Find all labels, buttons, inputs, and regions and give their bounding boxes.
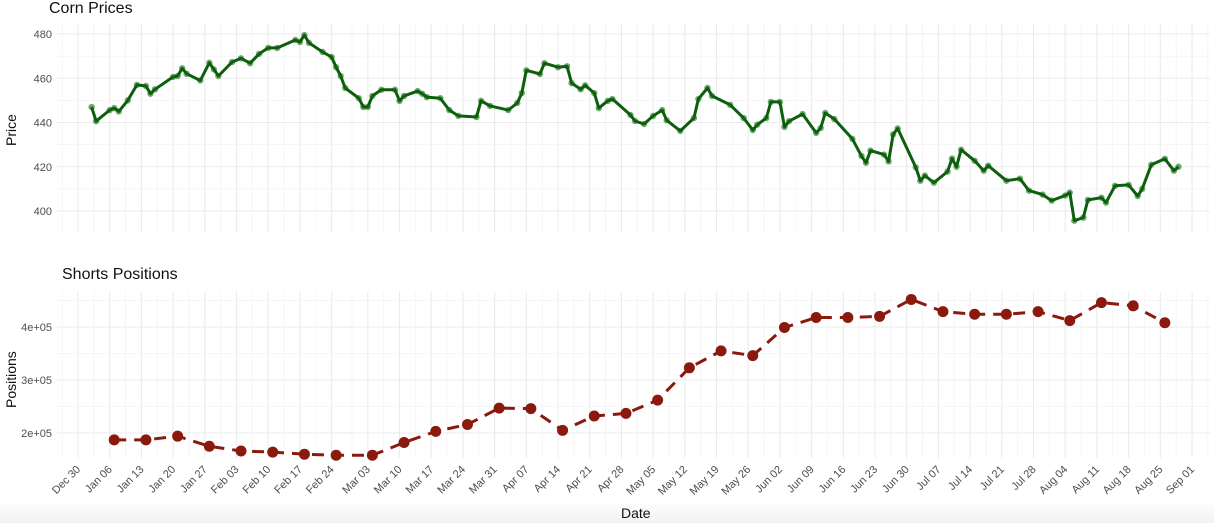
x-tick-label: Feb 10 <box>241 464 274 497</box>
positions-point <box>1000 308 1012 320</box>
positions-point <box>172 430 184 442</box>
positions-point <box>267 446 279 458</box>
positions-point <box>1032 306 1044 318</box>
x-tick-label: Jul 28 <box>1009 464 1038 493</box>
y-tick-label: 3e+05 <box>21 375 52 387</box>
positions-line <box>114 297 1166 457</box>
positions-point <box>810 311 822 323</box>
x-tick-label: Mar 10 <box>372 464 405 497</box>
corn-prices-title: Corn Prices <box>49 0 133 17</box>
x-tick-label: Jan 13 <box>115 464 147 496</box>
x-tick-label: Aug 25 <box>1132 464 1165 497</box>
x-tick-label: Sep 01 <box>1164 464 1197 497</box>
x-tick-label: Aug 04 <box>1037 464 1070 497</box>
x-tick-label: May 12 <box>656 464 690 498</box>
positions-point <box>140 434 152 446</box>
positions-point <box>874 310 886 322</box>
x-tick-label: Apr 07 <box>500 464 531 495</box>
positions-point <box>366 449 378 461</box>
x-tick-label: Jan 27 <box>178 464 210 496</box>
y-tick-label: 480 <box>34 29 52 41</box>
price-line <box>90 33 1180 223</box>
x-tick-label: Apr 21 <box>563 464 594 495</box>
x-tick-label: May 05 <box>624 464 658 498</box>
x-tick-label: Feb 17 <box>272 464 305 497</box>
x-tick-label: Mar 03 <box>340 464 373 497</box>
x-tick-label: Feb 03 <box>209 464 242 497</box>
y-tick-label: 440 <box>34 118 52 130</box>
x-tick-label: Jan 06 <box>83 464 115 496</box>
x-tick-label: Feb 24 <box>304 464 337 497</box>
positions-point <box>842 311 854 323</box>
positions-point <box>1095 297 1107 309</box>
positions-point <box>620 407 632 419</box>
positions-point <box>1159 317 1171 329</box>
positions-point <box>493 402 505 414</box>
y-tick-label: 400 <box>34 206 52 218</box>
x-tick-label: Jul 21 <box>978 464 1007 493</box>
positions-point <box>747 350 759 362</box>
shorts-positions-title: Shorts Positions <box>62 266 178 283</box>
positions-point <box>398 437 410 449</box>
x-tick-label: Mar 24 <box>435 464 468 497</box>
x-tick-label: Jan 20 <box>146 464 178 496</box>
x-tick-label: Aug 11 <box>1069 464 1102 497</box>
x-tick-label: May 19 <box>688 464 722 498</box>
x-tick-label: Dec 30 <box>50 464 83 497</box>
positions-point <box>588 410 600 422</box>
y-tick-label: 4e+05 <box>21 322 52 334</box>
x-tick-label: Jul 14 <box>946 464 975 493</box>
x-tick-label: Jun 16 <box>817 464 849 496</box>
positions-point <box>715 345 727 357</box>
x-tick-label: Jul 07 <box>914 464 943 493</box>
x-tick-label: Jun 30 <box>880 464 912 496</box>
y-tick-label: 460 <box>34 73 52 85</box>
positions-point <box>905 293 917 305</box>
positions-point <box>683 362 695 374</box>
positions-point <box>203 440 215 452</box>
corn-prices-plot: 400 420 440 460 480 <box>34 24 1210 232</box>
positions-point <box>235 445 247 457</box>
x-tick-label: Apr 28 <box>595 464 626 495</box>
positions-point <box>1127 300 1139 312</box>
x-tick-label: Aug 18 <box>1101 464 1134 497</box>
positions-point <box>652 394 664 406</box>
positions-point <box>557 424 569 436</box>
positions-point <box>1064 315 1076 327</box>
x-tick-label: Mar 17 <box>404 464 437 497</box>
x-tick-label: Mar 31 <box>467 464 500 497</box>
date-axis-title: Date <box>621 505 651 521</box>
y-tick-label: 420 <box>34 162 52 174</box>
positions-point <box>778 322 790 334</box>
bottom-shade <box>0 501 1214 523</box>
y-tick-label: 2e+05 <box>21 428 52 440</box>
positions-point <box>108 434 120 446</box>
positions-point <box>461 419 473 431</box>
positions-point <box>430 425 442 437</box>
x-tick-label: Jun 09 <box>785 464 817 496</box>
positions-point <box>937 306 949 318</box>
x-tick-label: Jun 23 <box>848 464 880 496</box>
x-tick-label: Jun 02 <box>753 464 785 496</box>
positions-point <box>969 308 981 320</box>
positions-point <box>525 403 537 415</box>
positions-point <box>330 449 342 461</box>
x-tick-label: Apr 14 <box>532 464 563 495</box>
positions-point <box>298 448 310 460</box>
x-tick-label: May 26 <box>719 464 753 498</box>
